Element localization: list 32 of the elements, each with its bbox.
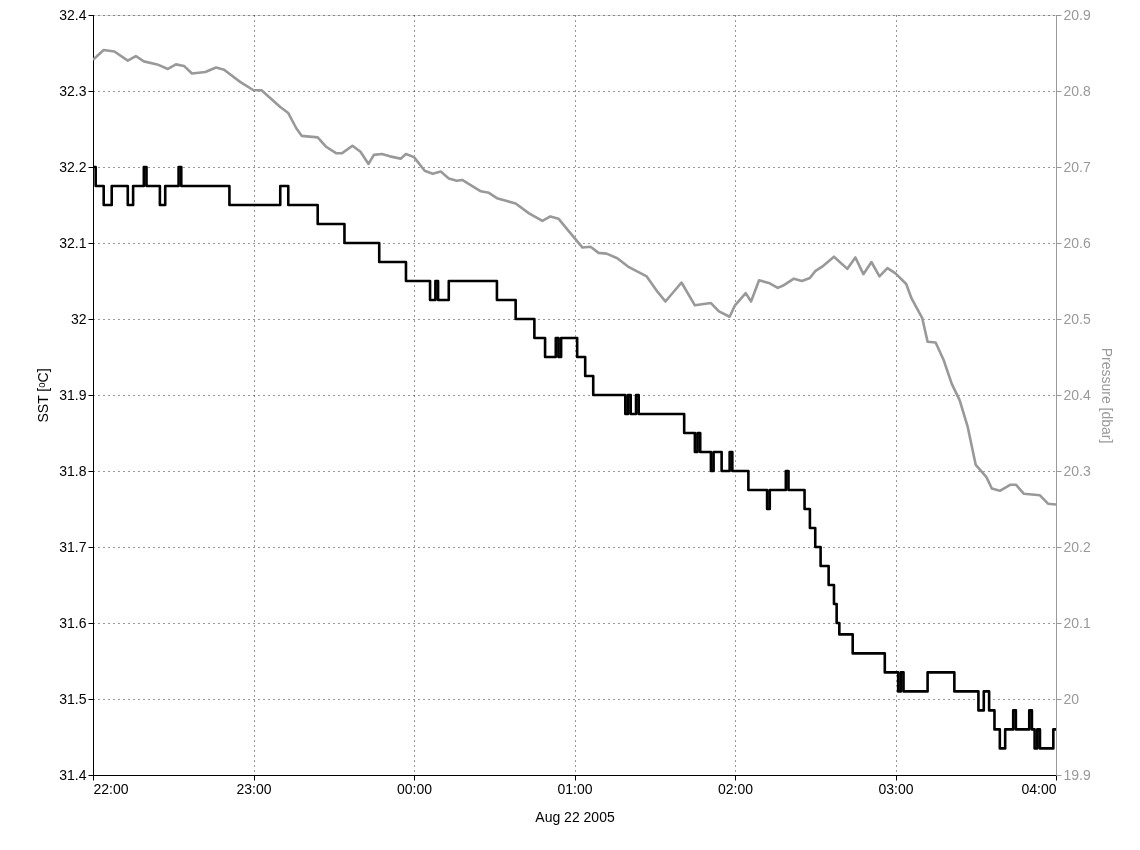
x-tick-label: 23:00 bbox=[236, 780, 272, 797]
y2-tick-label: 20.4 bbox=[1063, 386, 1091, 403]
x-tick-label: 01:00 bbox=[557, 780, 593, 797]
y-tick-label: 32.1 bbox=[59, 234, 87, 251]
y-tick-label: 31.9 bbox=[59, 386, 87, 403]
y-tick-label: 31.5 bbox=[59, 690, 87, 707]
x-axis-title: Aug 22 2005 bbox=[535, 808, 615, 825]
y2-tick-label: 20.8 bbox=[1063, 82, 1091, 99]
y2-tick-label: 20 bbox=[1063, 690, 1080, 707]
y-tick-label: 31.8 bbox=[59, 462, 87, 479]
y-tick-label: 31.6 bbox=[59, 614, 87, 631]
y2-tick-label: 20.1 bbox=[1063, 614, 1091, 631]
y2-tick-label: 20.6 bbox=[1063, 234, 1091, 251]
y2-tick-label: 20.9 bbox=[1063, 6, 1091, 23]
x-tick-label: 22:00 bbox=[93, 780, 129, 797]
y-tick-label: 31.4 bbox=[59, 766, 87, 783]
y2-tick-label: 20.7 bbox=[1063, 158, 1091, 175]
y-tick-label: 32 bbox=[70, 310, 87, 327]
y-axis-title: SST [ᵒC] bbox=[35, 368, 52, 423]
x-tick-label: 02:00 bbox=[717, 780, 754, 797]
y2-tick-label: 20.2 bbox=[1063, 538, 1091, 555]
y2-axis-title: Pressure [dbar] bbox=[1098, 347, 1115, 444]
y-tick-label: 32.3 bbox=[59, 82, 87, 99]
y-tick-label: 32.4 bbox=[59, 6, 87, 23]
x-tick-label: 00:00 bbox=[396, 780, 433, 797]
x-tick-label: 03:00 bbox=[878, 780, 914, 797]
x-tick-label: 04:00 bbox=[1021, 780, 1057, 797]
y2-tick-label: 20.3 bbox=[1063, 462, 1091, 479]
y2-tick-label: 19.9 bbox=[1063, 766, 1091, 783]
y-tick-label: 31.7 bbox=[59, 538, 87, 555]
y-tick-label: 32.2 bbox=[59, 158, 87, 175]
y2-tick-label: 20.5 bbox=[1063, 310, 1091, 327]
